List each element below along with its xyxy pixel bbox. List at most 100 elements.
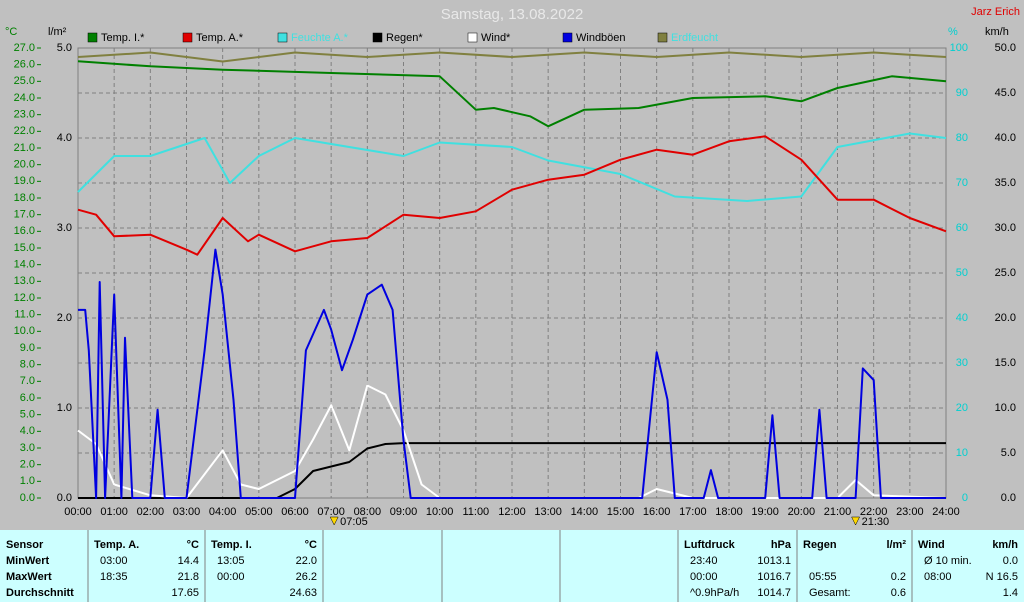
y-tick-label: 6.0 <box>20 392 35 404</box>
table-cell: 0.2 <box>891 571 906 583</box>
series-line <box>77 132 947 202</box>
table-header: °C <box>187 539 199 551</box>
series-line <box>78 442 946 499</box>
table-cell: 24.63 <box>289 587 317 599</box>
legend-swatch <box>182 32 193 43</box>
series-line <box>77 51 947 63</box>
y-tick-label: 4.0 <box>57 132 72 144</box>
y-tick-label: 25.0 <box>995 267 1016 279</box>
y-tick-label: 26.0 <box>14 59 35 71</box>
x-tick-label: 07:00 <box>317 506 345 518</box>
x-tick-label: 06:00 <box>281 506 309 518</box>
table-header: °C <box>305 539 317 551</box>
y-tick-label: 10 <box>956 447 968 459</box>
sun-marker <box>329 516 339 526</box>
y-tick-label: 20.0 <box>14 159 35 171</box>
y-tick-label: 15.0 <box>995 357 1016 369</box>
y-tick-label: 14.0 <box>14 259 35 271</box>
table-header: Luftdruck <box>684 539 736 551</box>
legend-swatch <box>467 32 478 43</box>
legend-label: Feuchte A.* <box>291 32 349 44</box>
table-cell: 1014.7 <box>757 587 791 599</box>
legend-label: Regen* <box>386 32 423 44</box>
table-header: l/m² <box>886 539 906 551</box>
chart-title: Samstag, 13.08.2022 <box>441 6 584 23</box>
table-cell: 1013.1 <box>757 555 791 567</box>
table-cell: 00:00 <box>217 571 245 583</box>
table-header: km/h <box>992 539 1018 551</box>
table-cell: 26.2 <box>296 571 317 583</box>
legend-swatch <box>372 32 383 43</box>
y-tick-label: 25.0 <box>14 75 35 87</box>
stats-table <box>0 530 1024 602</box>
y-tick-label: 15.0 <box>14 242 35 254</box>
y-tick-label: 100 <box>950 42 968 54</box>
table-header: hPa <box>771 539 792 551</box>
legend-swatch <box>87 32 98 43</box>
legend-label: Wind* <box>481 32 511 44</box>
row-label: MinWert <box>6 555 50 567</box>
table-cell: 1016.7 <box>757 571 791 583</box>
table-cell: N 16.5 <box>986 571 1018 583</box>
x-tick-label: 14:00 <box>571 506 599 518</box>
series-line <box>77 60 947 128</box>
y-tick-label: 18.0 <box>14 192 35 204</box>
sun-marker <box>851 516 860 526</box>
y-tick-label: 2.0 <box>57 312 72 324</box>
x-tick-label: 20:00 <box>788 506 816 518</box>
y-tick-label: 50 <box>956 267 968 279</box>
x-tick-label: 19:00 <box>751 506 779 518</box>
y-tick-label: 21.0 <box>14 142 35 154</box>
table-cell: 23:40 <box>690 555 718 567</box>
y-tick-label: 90 <box>956 87 968 99</box>
y-tick-label: 10.0 <box>14 325 35 337</box>
marker-label: 21:30 <box>862 516 890 528</box>
y-tick-label: 22.0 <box>14 125 35 137</box>
x-tick-label: 00:00 <box>64 506 92 518</box>
table-cell: ^0.9hPa/h <box>690 587 739 599</box>
table-cell: 17.65 <box>171 587 199 599</box>
axis-unit: km/h <box>985 26 1009 38</box>
table-cell: 13:05 <box>217 555 245 567</box>
y-tick-label: 19.0 <box>14 175 35 187</box>
legend-swatch <box>277 32 288 43</box>
legend-label: Windböen <box>576 32 626 44</box>
legend-label: Temp. A.* <box>196 32 244 44</box>
table-cell: 22.0 <box>296 555 317 567</box>
axis-unit: l/m² <box>48 26 67 38</box>
y-tick-label: 40.0 <box>995 132 1016 144</box>
table-cell: 21.8 <box>178 571 199 583</box>
legend-label: Temp. I.* <box>101 32 145 44</box>
table-cell: 03:00 <box>100 555 128 567</box>
marker-label: 07:05 <box>340 516 368 528</box>
y-tick-label: 17.0 <box>14 209 35 221</box>
table-header: Temp. A. <box>94 539 139 551</box>
y-tick-label: 11.0 <box>14 309 35 321</box>
table-cell: 14.4 <box>178 555 199 567</box>
row-label: MaxWert <box>6 571 52 583</box>
y-tick-label: 20 <box>956 402 968 414</box>
y-tick-label: 4.0 <box>20 425 35 437</box>
x-tick-label: 18:00 <box>715 506 743 518</box>
table-cell: Gesamt: <box>809 587 851 599</box>
y-tick-label: 0 <box>962 492 968 504</box>
y-tick-label: 40 <box>956 312 968 324</box>
y-tick-label: 3.0 <box>57 222 72 234</box>
y-tick-label: 20.0 <box>995 312 1016 324</box>
y-tick-label: 0.0 <box>57 492 72 504</box>
x-tick-label: 23:00 <box>896 506 924 518</box>
y-tick-label: 50.0 <box>995 42 1016 54</box>
table-cell: 00:00 <box>690 571 718 583</box>
x-tick-label: 01:00 <box>100 506 128 518</box>
y-tick-label: 2.0 <box>20 459 35 471</box>
axis-unit: % <box>948 26 958 38</box>
legend-label: Erdfeucht <box>671 32 718 44</box>
y-tick-label: 7.0 <box>20 375 35 387</box>
series-line <box>78 248 946 499</box>
y-tick-label: 23.0 <box>14 109 35 121</box>
y-tick-label: 8.0 <box>20 359 35 371</box>
table-cell: 08:00 <box>924 571 952 583</box>
y-tick-label: 60 <box>956 222 968 234</box>
